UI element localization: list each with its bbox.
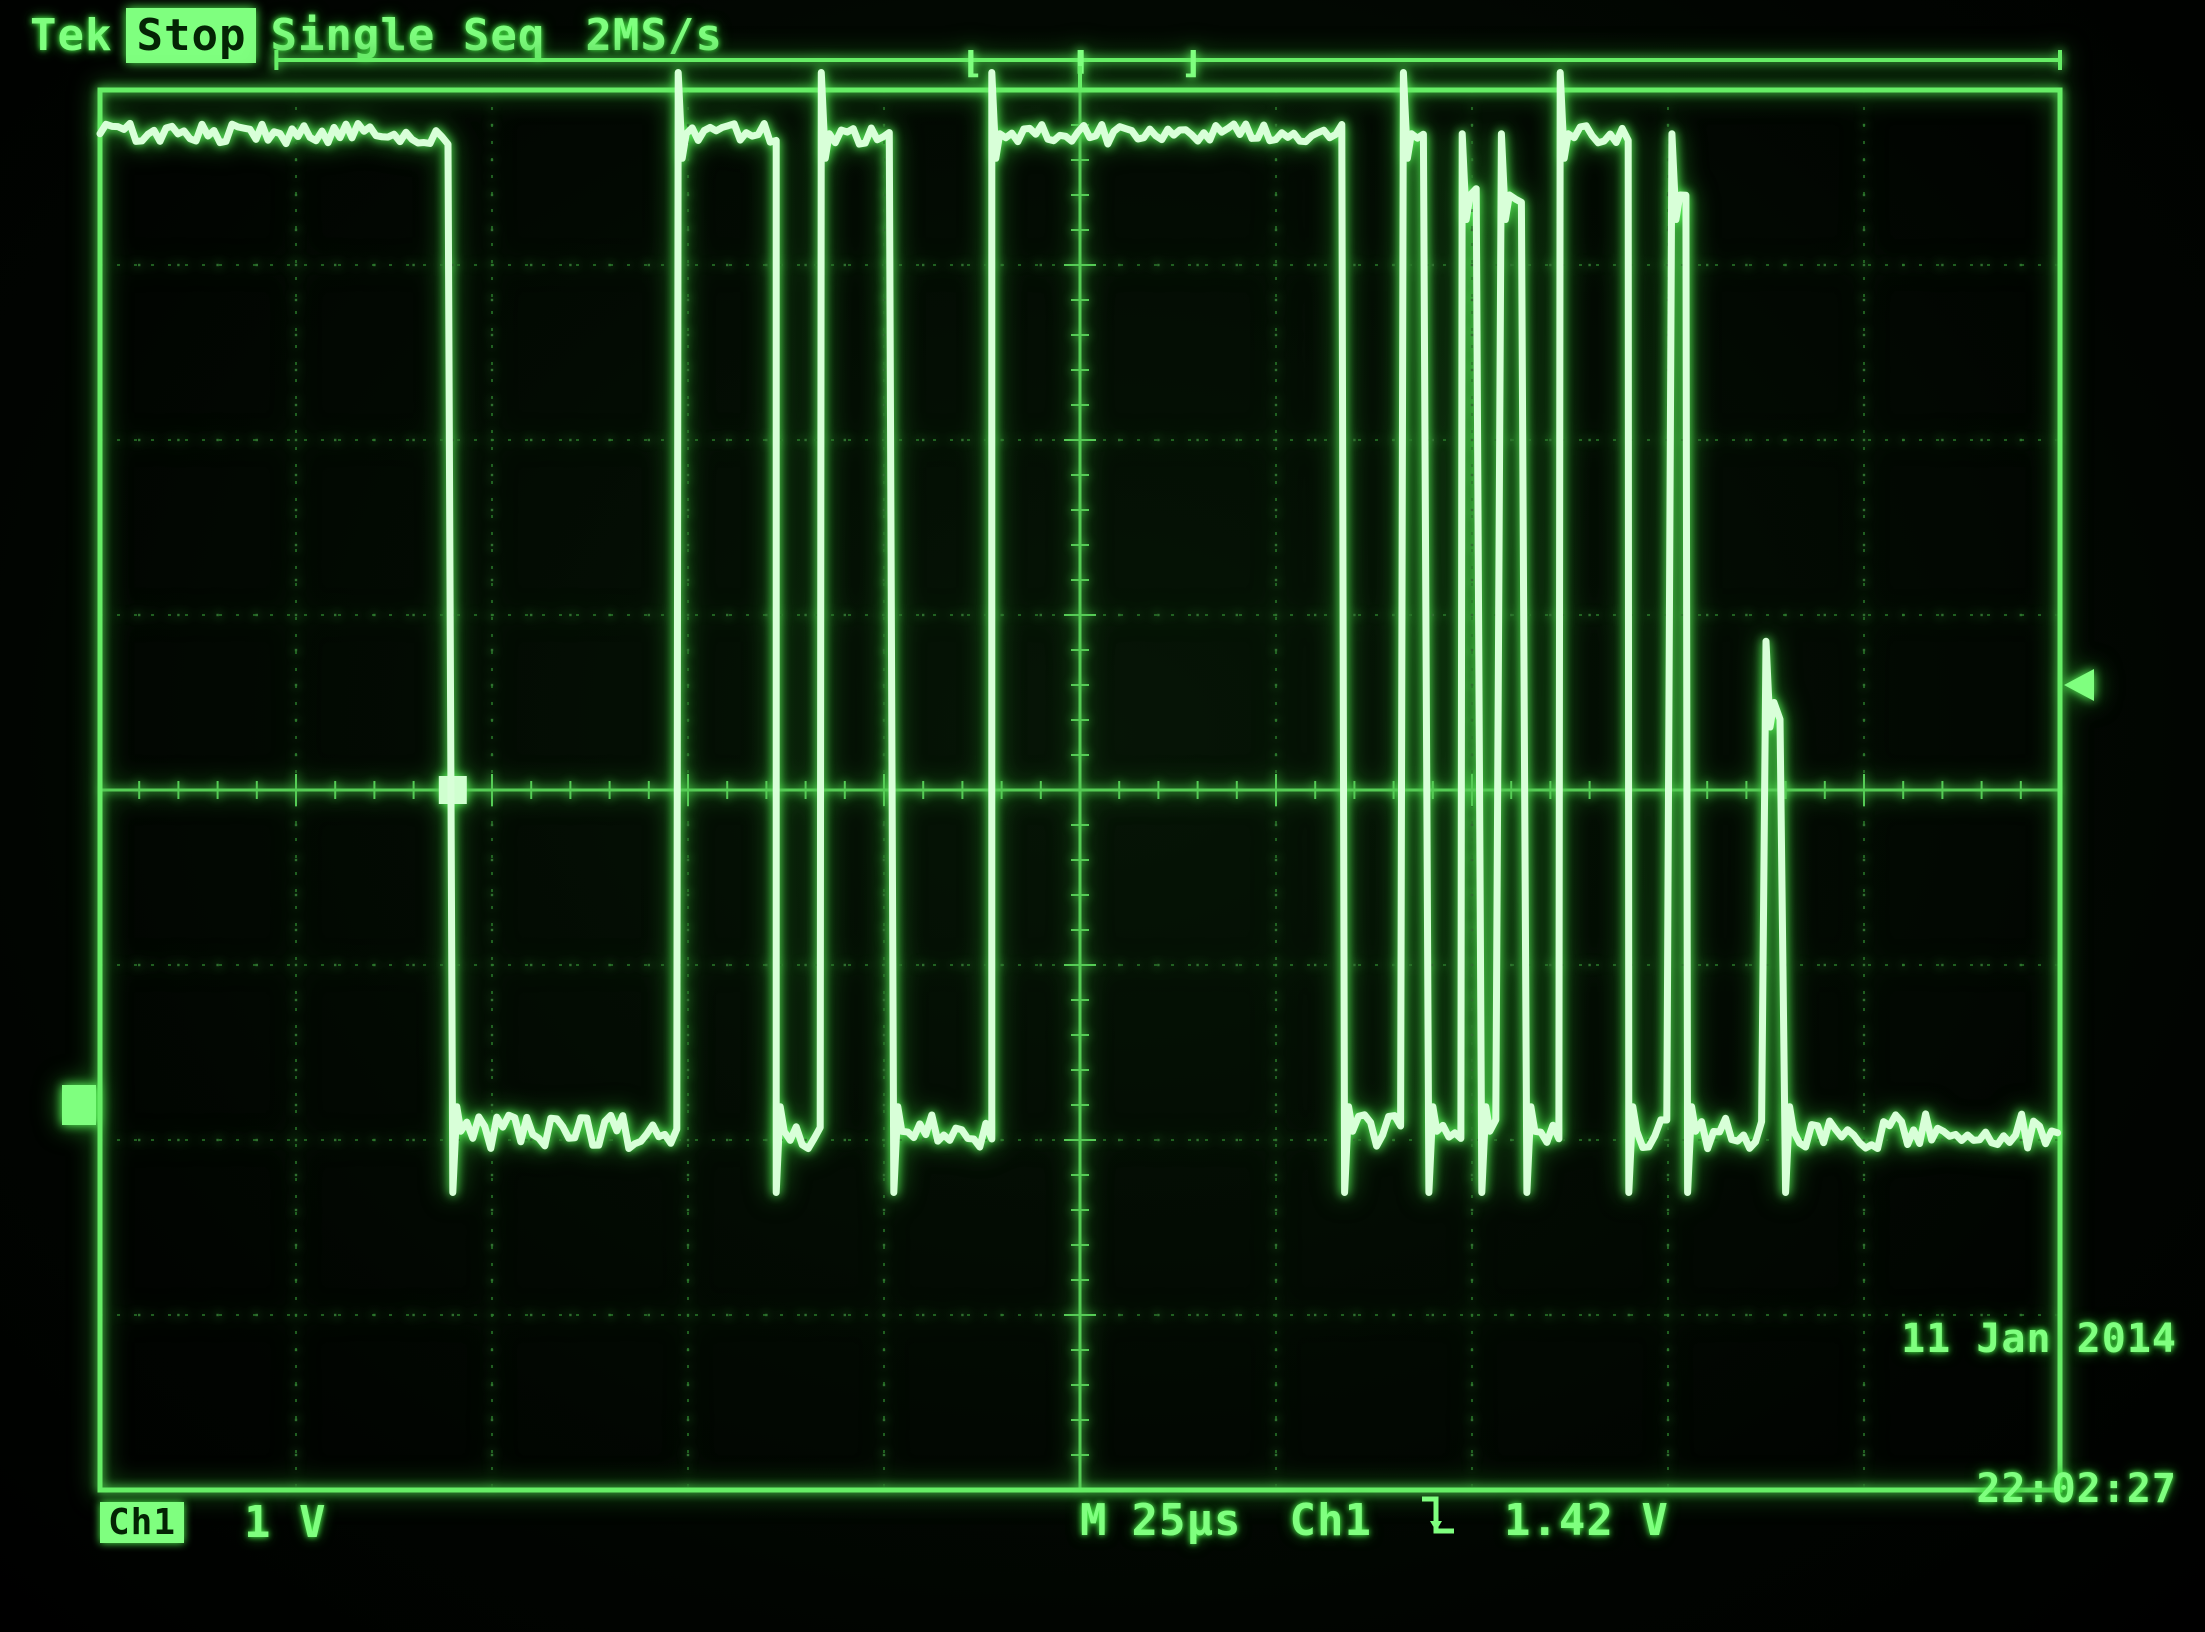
datetime-readout: 11 Jan 2014 22:02:27 [1901, 1214, 2177, 1614]
time-div-prefix: M [1080, 1495, 1108, 1546]
trigger-level: 1.42 V [1504, 1495, 1669, 1546]
bottom-readout-right: M 25µs Ch1 1.42 V [1080, 1493, 1669, 1548]
svg-text:]: ] [1180, 50, 1204, 82]
svg-text:[: [ [960, 50, 984, 82]
trigger-channel: Ch1 [1289, 1495, 1371, 1546]
trigger-edge-icon [1420, 1493, 1456, 1548]
date-label: 11 Jan 2014 [1901, 1314, 2177, 1364]
oscilloscope-screen: Tek Stop Single Seq 2MS/s []T Ch1 1 V M … [0, 0, 2205, 1632]
channel-indicator-box: Ch1 [100, 1502, 184, 1543]
time-per-div: 25µs [1132, 1495, 1242, 1546]
time-label: 22:02:27 [1901, 1464, 2177, 1514]
volts-per-div: 1 V [244, 1497, 326, 1548]
scope-svg: []T [60, 50, 2100, 1550]
